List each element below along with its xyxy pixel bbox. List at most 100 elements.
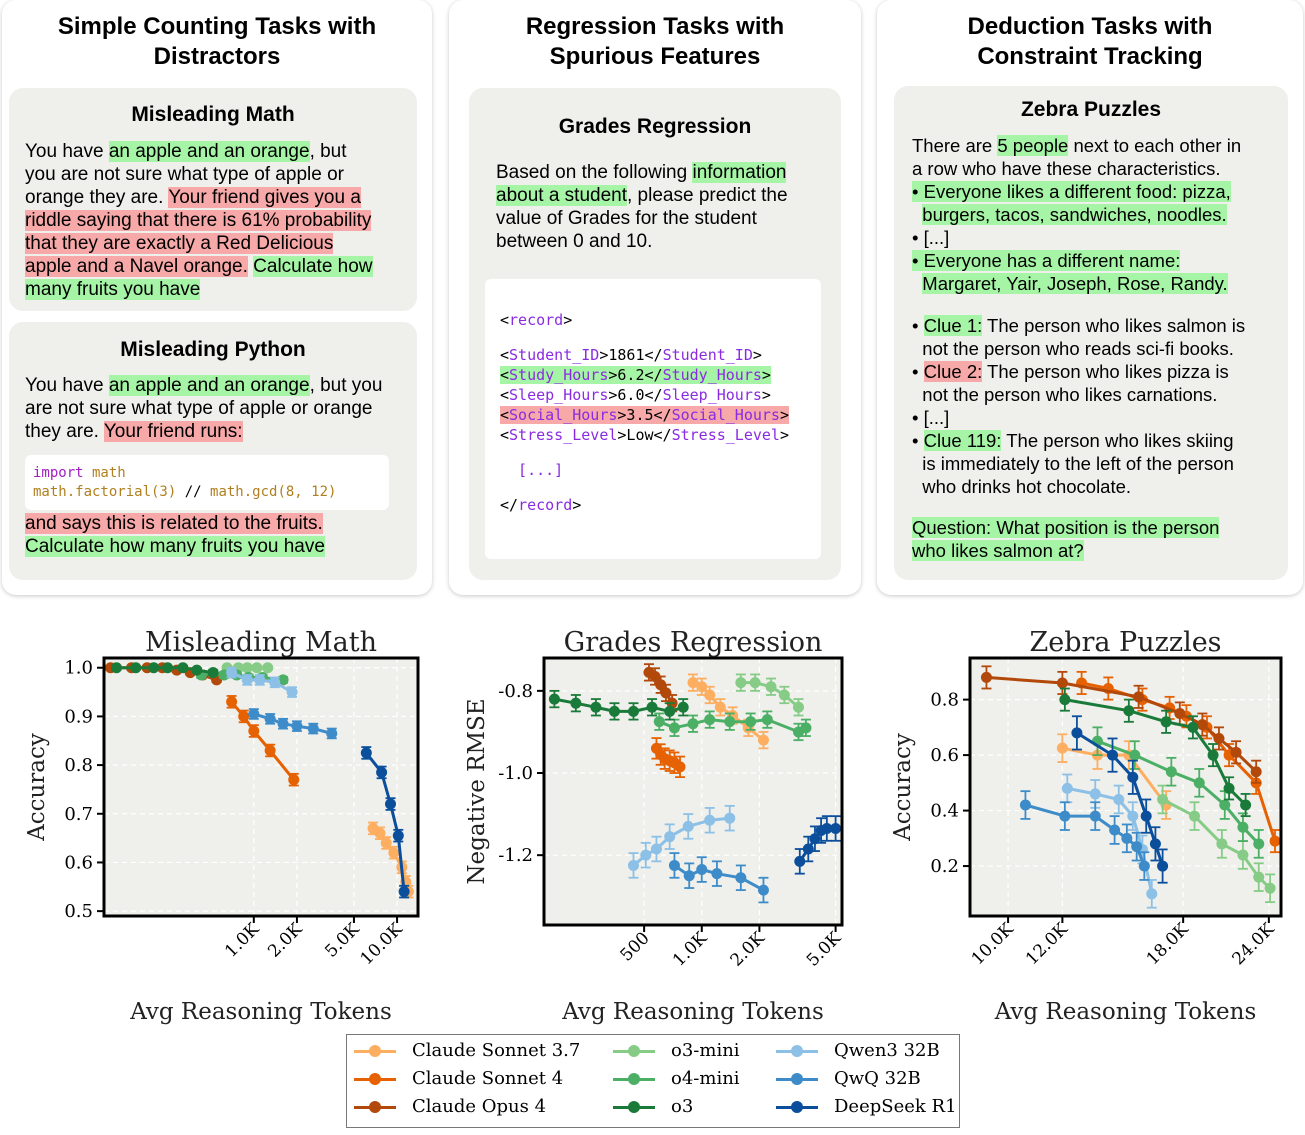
data-point <box>696 681 708 693</box>
legend-marker <box>628 1101 640 1113</box>
data-point <box>1089 810 1101 822</box>
text-line: • [...] <box>912 226 1245 249</box>
x-tick-label: 18.0K <box>1143 919 1193 969</box>
data-point <box>687 677 699 689</box>
data-point <box>398 886 410 898</box>
text-segment: • <box>912 429 924 451</box>
data-point <box>277 718 289 730</box>
text-segment: < <box>500 346 510 364</box>
data-point <box>226 667 238 679</box>
data-point <box>1149 838 1161 850</box>
data-point <box>664 705 676 717</box>
data-point <box>1146 888 1158 900</box>
y-tick-label: 0.4 <box>930 801 959 822</box>
text-line: are not sure what type of apple or orang… <box>25 397 382 420</box>
data-point <box>704 814 716 826</box>
data-point <box>264 713 276 725</box>
text-segment: import <box>33 465 84 481</box>
data-point <box>714 701 726 713</box>
text-segment: many fruits you have <box>25 279 201 300</box>
series-o4-mini <box>653 710 812 742</box>
data-point <box>162 662 174 674</box>
series-claude-opus-4 <box>980 665 1262 784</box>
text-segment: orange they are. <box>25 187 169 208</box>
data-point <box>650 843 662 855</box>
text-segment: Your friend runs: <box>103 421 243 442</box>
text-segment: < <box>500 386 510 404</box>
data-point <box>1121 832 1133 844</box>
data-point <box>1109 824 1121 836</box>
text-segment: • [...] <box>912 406 950 428</box>
data-point <box>735 872 747 884</box>
data-point <box>1237 821 1249 833</box>
text-line: apple and a Navel orange. Calculate how <box>25 255 373 278</box>
text-line: who drinks hot chocolate. <box>912 475 1245 498</box>
data-point <box>207 667 219 679</box>
text-segment: >6.0</ <box>608 386 663 404</box>
data-point <box>1216 838 1228 850</box>
text-line: <Student_ID>1861</Student_ID> <box>500 345 789 365</box>
text-segment: , but <box>309 141 347 162</box>
data-point <box>761 714 773 726</box>
data-point <box>1071 727 1083 739</box>
data-point <box>792 701 804 713</box>
text-segment: Based on the following <box>496 162 693 183</box>
text-segment: Clue 2: <box>923 360 983 382</box>
text-segment: who likes salmon at? <box>912 540 1084 561</box>
series-qwq-32b <box>668 852 769 904</box>
data-point <box>1107 749 1119 761</box>
data-point <box>288 774 300 786</box>
text-line: not the person who reads sci-fi books. <box>912 337 1245 360</box>
x-tick-label: 1.0K <box>669 928 711 970</box>
text-segment: • <box>912 360 924 382</box>
text-line: riddle saying that there is 61% probabil… <box>25 209 373 232</box>
counting-panel-title: Simple Counting Tasks with Distractors <box>2 12 432 72</box>
text-line: There are 5 people next to each other in <box>912 134 1245 157</box>
data-point <box>251 662 263 674</box>
text-line: <record> <box>500 310 789 330</box>
data-point <box>640 849 652 861</box>
data-point <box>704 689 716 701</box>
data-point <box>277 674 289 686</box>
text-segment: < <box>500 366 510 384</box>
regression-panel: Regression Tasks with Spurious Features … <box>449 0 861 595</box>
chart-title: Zebra Puzzles <box>1029 627 1221 658</box>
data-point <box>724 716 736 728</box>
text-line: • Clue 119: The person who likes skiing <box>912 429 1245 452</box>
deduction-panel-title: Deduction Tasks with Constraint Tracking <box>877 12 1303 72</box>
data-point <box>1123 705 1135 717</box>
data-point <box>1219 799 1231 811</box>
data-point <box>627 705 639 717</box>
text-line: • Everyone has a different name: <box>912 249 1245 272</box>
data-point <box>757 734 769 746</box>
text-segment: an apple and an orange <box>108 375 310 396</box>
legend-label: o3-mini <box>671 1040 740 1061</box>
text-segment: • <box>912 250 924 271</box>
x-tick-label: 2.0K <box>264 919 306 961</box>
data-point <box>1240 799 1252 811</box>
text-segment: Student_ID <box>662 346 753 364</box>
chart-legend: Claude Sonnet 3.7 Claude Sonnet 4 Claude O… <box>346 1034 960 1128</box>
data-point <box>1213 732 1225 744</box>
text-segment: record <box>509 311 564 329</box>
text-segment: 5 people <box>997 135 1069 156</box>
data-point <box>1269 835 1281 847</box>
x-tick-label: 2.0K <box>727 928 769 970</box>
legend-marker <box>791 1045 803 1057</box>
data-point <box>1264 882 1276 894</box>
text-segment: Everyone likes a different food: pizza, <box>923 181 1231 202</box>
y-tick-label: 0.8 <box>64 755 93 776</box>
data-point <box>724 812 736 824</box>
series-qwen3-32b <box>627 804 736 879</box>
card-title: Misleading Python <box>120 338 306 361</box>
text-line: burgers, tacos, sandwiches, noodles. <box>912 203 1245 226</box>
data-point <box>735 677 747 689</box>
y-axis-label: Accuracy <box>24 733 50 842</box>
data-point <box>1061 782 1073 794</box>
data-point <box>765 681 777 693</box>
data-point <box>254 674 266 686</box>
data-point <box>291 720 303 732</box>
text-line: who likes salmon at? <box>912 539 1245 562</box>
text-segment: > <box>761 366 771 384</box>
legend-marker <box>369 1045 381 1057</box>
